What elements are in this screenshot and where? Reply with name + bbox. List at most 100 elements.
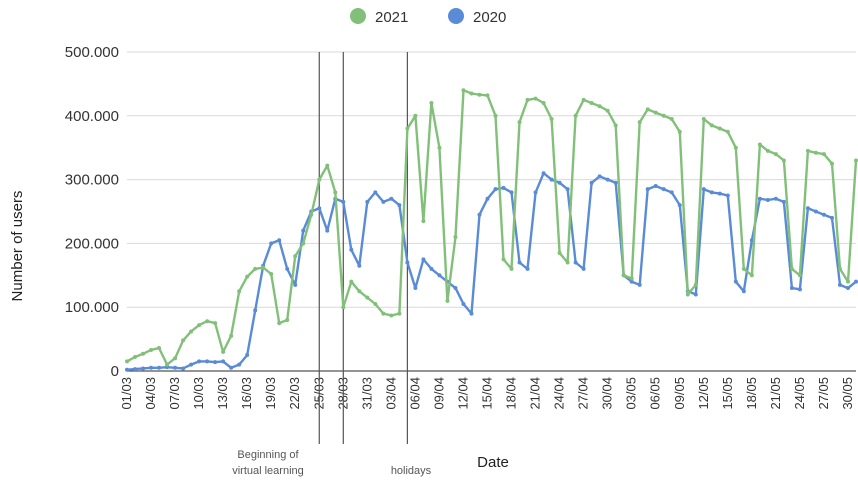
data-point-2020	[133, 367, 138, 372]
data-point-2021	[517, 120, 522, 125]
data-point-2021	[789, 266, 794, 271]
x-tick-label: 07/03	[167, 377, 182, 410]
data-point-2020	[381, 199, 386, 204]
legend-label-2020: 2020	[473, 9, 506, 26]
data-point-2020	[837, 282, 842, 287]
data-point-2020	[637, 282, 642, 287]
data-point-2020	[854, 279, 858, 284]
data-point-2020	[189, 362, 194, 367]
data-point-2020	[629, 279, 634, 284]
annotation-holidays: holidays	[391, 465, 432, 477]
data-point-2021	[261, 265, 266, 270]
data-point-2020	[389, 196, 394, 201]
x-axis-ticks: 01/03 04/03 07/03 10/03 13/03 16/03 19/03 22/03…	[119, 377, 855, 410]
data-point-2020	[589, 180, 594, 185]
data-point-2021	[541, 101, 546, 106]
data-point-2020	[797, 287, 802, 292]
data-point-2021	[325, 163, 330, 168]
data-point-2021	[717, 126, 722, 131]
data-point-2021	[445, 298, 450, 303]
data-point-2021	[501, 257, 506, 262]
x-tick-label: 21/05	[768, 377, 783, 410]
data-point-2021	[637, 120, 642, 125]
x-tick-label: 16/03	[239, 377, 254, 410]
y-axis-ticks: 0 100.000 200.000 300.000 400.000 500.000	[65, 44, 119, 380]
data-point-2021	[709, 123, 714, 128]
data-point-2021	[253, 266, 258, 271]
data-point-2020	[557, 180, 562, 185]
data-point-2020	[349, 247, 354, 252]
data-point-2021	[605, 108, 610, 113]
data-point-2021	[765, 148, 770, 153]
x-tick-label: 04/03	[143, 377, 158, 410]
data-point-2021	[269, 272, 274, 277]
data-point-2021	[597, 104, 602, 109]
data-point-2020	[317, 206, 322, 211]
data-point-2020	[549, 177, 554, 182]
data-point-2021	[237, 289, 242, 294]
data-point-2020	[813, 209, 818, 214]
data-point-2021	[621, 273, 626, 278]
data-point-2020	[461, 302, 466, 307]
data-point-2021	[581, 97, 586, 102]
data-point-2020	[573, 260, 578, 265]
x-tick-label: 09/05	[672, 377, 687, 410]
data-point-2020	[757, 196, 762, 201]
data-point-2021	[301, 241, 306, 246]
data-point-2020	[741, 289, 746, 294]
data-point-2021	[389, 313, 394, 318]
data-point-2020	[429, 266, 434, 271]
data-point-2021	[285, 317, 290, 322]
data-point-2020	[413, 286, 418, 291]
y-tick-label: 300.000	[65, 172, 119, 189]
data-point-2020	[581, 266, 586, 271]
data-point-2021	[685, 292, 690, 297]
legend-marker-2021	[350, 8, 366, 24]
data-point-2021	[429, 101, 434, 106]
data-point-2020	[517, 260, 522, 265]
data-point-2021	[397, 311, 402, 316]
data-point-2020	[605, 177, 610, 182]
data-point-2020	[541, 171, 546, 176]
data-point-2021	[365, 295, 370, 300]
data-point-2020	[789, 286, 794, 291]
annotation-virtual-learning: Beginning of virtual learning	[232, 449, 304, 477]
data-point-2021	[565, 260, 570, 265]
x-tick-label: 22/03	[287, 377, 302, 410]
data-point-2021	[821, 152, 826, 157]
data-point-2021	[829, 161, 834, 166]
data-point-2021	[493, 113, 498, 118]
data-point-2021	[189, 329, 194, 334]
data-point-2020	[717, 191, 722, 196]
data-point-2020	[421, 257, 426, 262]
data-point-2021	[854, 158, 858, 163]
y-tick-label: 400.000	[65, 108, 119, 125]
data-point-2020	[493, 187, 498, 192]
data-point-2021	[629, 276, 634, 281]
x-tick-label: 24/05	[792, 377, 807, 410]
data-point-2020	[357, 263, 362, 268]
data-point-2020	[293, 282, 298, 287]
data-point-2020	[773, 196, 778, 201]
data-point-2020	[533, 190, 538, 195]
y-tick-label: 500.000	[65, 44, 119, 61]
data-point-2021	[333, 190, 338, 195]
series-line-2021	[126, 89, 858, 366]
data-point-2021	[157, 346, 162, 351]
x-tick-label: 15/05	[720, 377, 735, 410]
data-point-2021	[197, 323, 202, 328]
data-point-2020	[301, 228, 306, 233]
data-point-2021	[525, 97, 530, 102]
data-point-2021	[341, 305, 346, 310]
data-point-2020	[509, 190, 514, 195]
data-point-2021	[477, 92, 482, 97]
data-point-2020	[501, 185, 506, 190]
data-point-2020	[669, 190, 674, 195]
data-point-2021	[373, 302, 378, 307]
data-point-2020	[141, 366, 146, 371]
data-point-2021	[485, 93, 490, 98]
data-point-2020	[829, 215, 834, 220]
data-point-2020	[285, 266, 290, 271]
gridlines	[127, 51, 856, 372]
data-point-2021	[173, 356, 178, 361]
